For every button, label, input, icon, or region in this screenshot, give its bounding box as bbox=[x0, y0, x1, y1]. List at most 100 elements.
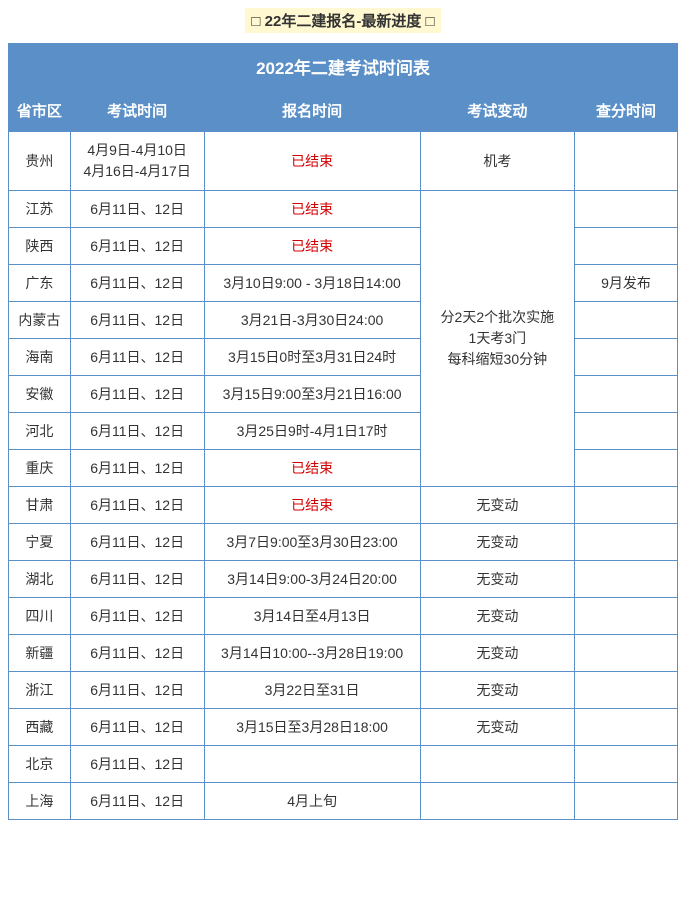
cell-province: 广东 bbox=[9, 265, 71, 302]
cell-change bbox=[420, 746, 574, 783]
table-row: 江苏6月11日、12日已结束分2天2个批次实施1天考3门每科缩短30分钟 bbox=[9, 191, 678, 228]
cell-score-time bbox=[575, 561, 678, 598]
table-row: 内蒙古6月11日、12日3月21日-3月30日24:00 bbox=[9, 302, 678, 339]
table-row: 河北6月11日、12日3月25日9时-4月1日17时 bbox=[9, 413, 678, 450]
cell-reg-time: 已结束 bbox=[204, 450, 420, 487]
cell-province: 河北 bbox=[9, 413, 71, 450]
cell-change-merged: 分2天2个批次实施1天考3门每科缩短30分钟 bbox=[420, 191, 574, 487]
col-change: 考试变动 bbox=[420, 90, 574, 132]
cell-province: 北京 bbox=[9, 746, 71, 783]
cell-score-time bbox=[575, 635, 678, 672]
cell-change: 无变动 bbox=[420, 561, 574, 598]
cell-score-time bbox=[575, 132, 678, 191]
cell-score-time bbox=[575, 450, 678, 487]
cell-change: 无变动 bbox=[420, 487, 574, 524]
table-row: 重庆6月11日、12日已结束 bbox=[9, 450, 678, 487]
table-row: 湖北6月11日、12日3月14日9:00-3月24日20:00无变动 bbox=[9, 561, 678, 598]
cell-reg-time: 3月22日至31日 bbox=[204, 672, 420, 709]
cell-exam-time: 6月11日、12日 bbox=[70, 783, 204, 820]
cell-province: 四川 bbox=[9, 598, 71, 635]
page-title: □ 22年二建报名-最新进度 □ bbox=[245, 8, 440, 33]
cell-exam-time: 6月11日、12日 bbox=[70, 709, 204, 746]
table-row: 广东6月11日、12日3月10日9:00 - 3月18日14:00 9月发布 bbox=[9, 265, 678, 302]
cell-exam-time: 6月11日、12日 bbox=[70, 265, 204, 302]
table-row: 陕西6月11日、12日已结束 bbox=[9, 228, 678, 265]
cell-reg-time: 已结束 bbox=[204, 191, 420, 228]
cell-reg-time: 已结束 bbox=[204, 228, 420, 265]
table-row: 新疆6月11日、12日3月14日10:00--3月28日19:00无变动 bbox=[9, 635, 678, 672]
cell-reg-time: 已结束 bbox=[204, 487, 420, 524]
cell-exam-time: 6月11日、12日 bbox=[70, 524, 204, 561]
cell-reg-time: 3月15日9:00至3月21日16:00 bbox=[204, 376, 420, 413]
cell-exam-time: 6月11日、12日 bbox=[70, 487, 204, 524]
cell-exam-time: 6月11日、12日 bbox=[70, 598, 204, 635]
cell-reg-time: 3月25日9时-4月1日17时 bbox=[204, 413, 420, 450]
page-title-wrap: □ 22年二建报名-最新进度 □ bbox=[8, 8, 678, 39]
cell-province: 宁夏 bbox=[9, 524, 71, 561]
table-row: 浙江6月11日、12日3月22日至31日无变动 bbox=[9, 672, 678, 709]
table-row: 安徽6月11日、12日3月15日9:00至3月21日16:00 bbox=[9, 376, 678, 413]
table-row: 贵州4月9日-4月10日4月16日-4月17日已结束机考 bbox=[9, 132, 678, 191]
cell-change: 无变动 bbox=[420, 635, 574, 672]
table-row: 宁夏6月11日、12日3月7日9:00至3月30日23:00无变动 bbox=[9, 524, 678, 561]
cell-exam-time: 6月11日、12日 bbox=[70, 561, 204, 598]
cell-change bbox=[420, 783, 574, 820]
cell-province: 上海 bbox=[9, 783, 71, 820]
cell-reg-time bbox=[204, 746, 420, 783]
table-row: 海南6月11日、12日3月15日0时至3月31日24时 bbox=[9, 339, 678, 376]
cell-province: 贵州 bbox=[9, 132, 71, 191]
cell-province: 浙江 bbox=[9, 672, 71, 709]
cell-reg-time: 3月10日9:00 - 3月18日14:00 bbox=[204, 265, 420, 302]
cell-change: 无变动 bbox=[420, 524, 574, 561]
table-row: 甘肃6月11日、12日已结束无变动 bbox=[9, 487, 678, 524]
cell-score-time bbox=[575, 376, 678, 413]
table-banner-row: 2022年二建考试时间表 bbox=[9, 44, 678, 90]
cell-score-time bbox=[575, 672, 678, 709]
cell-province: 陕西 bbox=[9, 228, 71, 265]
cell-reg-time: 3月7日9:00至3月30日23:00 bbox=[204, 524, 420, 561]
cell-province: 安徽 bbox=[9, 376, 71, 413]
cell-reg-time: 3月14日9:00-3月24日20:00 bbox=[204, 561, 420, 598]
cell-score-time bbox=[575, 302, 678, 339]
cell-score-time bbox=[575, 191, 678, 228]
cell-reg-time: 3月14日至4月13日 bbox=[204, 598, 420, 635]
cell-province: 江苏 bbox=[9, 191, 71, 228]
cell-score-time bbox=[575, 228, 678, 265]
table-row: 四川6月11日、12日3月14日至4月13日无变动 bbox=[9, 598, 678, 635]
cell-score-time bbox=[575, 598, 678, 635]
cell-reg-time: 4月上旬 bbox=[204, 783, 420, 820]
cell-change: 无变动 bbox=[420, 598, 574, 635]
cell-reg-time: 3月15日0时至3月31日24时 bbox=[204, 339, 420, 376]
cell-province: 湖北 bbox=[9, 561, 71, 598]
schedule-table: 2022年二建考试时间表 省市区 考试时间 报名时间 考试变动 查分时间 贵州4… bbox=[8, 43, 678, 820]
table-banner: 2022年二建考试时间表 bbox=[9, 44, 678, 90]
table-row: 上海6月11日、12日4月上旬 bbox=[9, 783, 678, 820]
col-score-time: 查分时间 bbox=[575, 90, 678, 132]
cell-province: 重庆 bbox=[9, 450, 71, 487]
cell-province: 西藏 bbox=[9, 709, 71, 746]
cell-exam-time: 6月11日、12日 bbox=[70, 746, 204, 783]
cell-reg-time: 已结束 bbox=[204, 132, 420, 191]
cell-reg-time: 3月15日至3月28日18:00 bbox=[204, 709, 420, 746]
cell-exam-time: 6月11日、12日 bbox=[70, 450, 204, 487]
col-province: 省市区 bbox=[9, 90, 71, 132]
cell-score-time bbox=[575, 487, 678, 524]
cell-change: 无变动 bbox=[420, 672, 574, 709]
cell-score-time bbox=[575, 746, 678, 783]
table-body: 贵州4月9日-4月10日4月16日-4月17日已结束机考江苏6月11日、12日已… bbox=[9, 132, 678, 820]
cell-province: 甘肃 bbox=[9, 487, 71, 524]
cell-score-time: 9月发布 bbox=[575, 265, 678, 302]
table-row: 西藏6月11日、12日3月15日至3月28日18:00无变动 bbox=[9, 709, 678, 746]
cell-score-time bbox=[575, 339, 678, 376]
cell-exam-time: 6月11日、12日 bbox=[70, 413, 204, 450]
cell-reg-time: 3月14日10:00--3月28日19:00 bbox=[204, 635, 420, 672]
cell-exam-time: 6月11日、12日 bbox=[70, 228, 204, 265]
cell-score-time bbox=[575, 524, 678, 561]
cell-exam-time: 6月11日、12日 bbox=[70, 672, 204, 709]
cell-reg-time: 3月21日-3月30日24:00 bbox=[204, 302, 420, 339]
cell-exam-time: 6月11日、12日 bbox=[70, 191, 204, 228]
cell-exam-time: 6月11日、12日 bbox=[70, 302, 204, 339]
cell-exam-time: 4月9日-4月10日4月16日-4月17日 bbox=[70, 132, 204, 191]
cell-province: 海南 bbox=[9, 339, 71, 376]
col-exam-time: 考试时间 bbox=[70, 90, 204, 132]
